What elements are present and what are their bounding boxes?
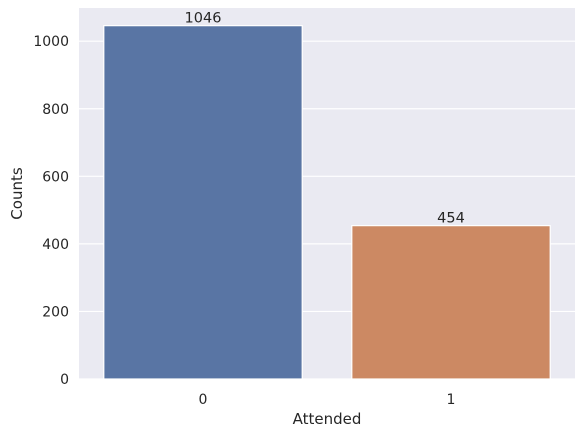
y-axis-ticks: 0 200 400 600 800 1000 (33, 34, 69, 388)
y-tick-label: 600 (42, 169, 69, 185)
y-tick-label: 400 (42, 237, 69, 253)
data-label: 1046 (185, 11, 222, 27)
x-tick-label: 1 (447, 392, 456, 408)
data-label: 454 (437, 211, 465, 227)
y-tick-label: 1000 (33, 34, 69, 50)
x-axis-label: Attended (293, 410, 362, 428)
x-tick-label: 0 (199, 392, 208, 408)
y-tick-label: 800 (42, 102, 69, 118)
bar-1 (351, 225, 551, 380)
bars (103, 25, 551, 380)
data-labels: 1046 454 (185, 11, 465, 227)
bar-0 (103, 25, 303, 380)
y-tick-label: 0 (60, 372, 69, 388)
y-axis-label: Counts (8, 167, 26, 220)
y-tick-label: 200 (42, 304, 69, 320)
